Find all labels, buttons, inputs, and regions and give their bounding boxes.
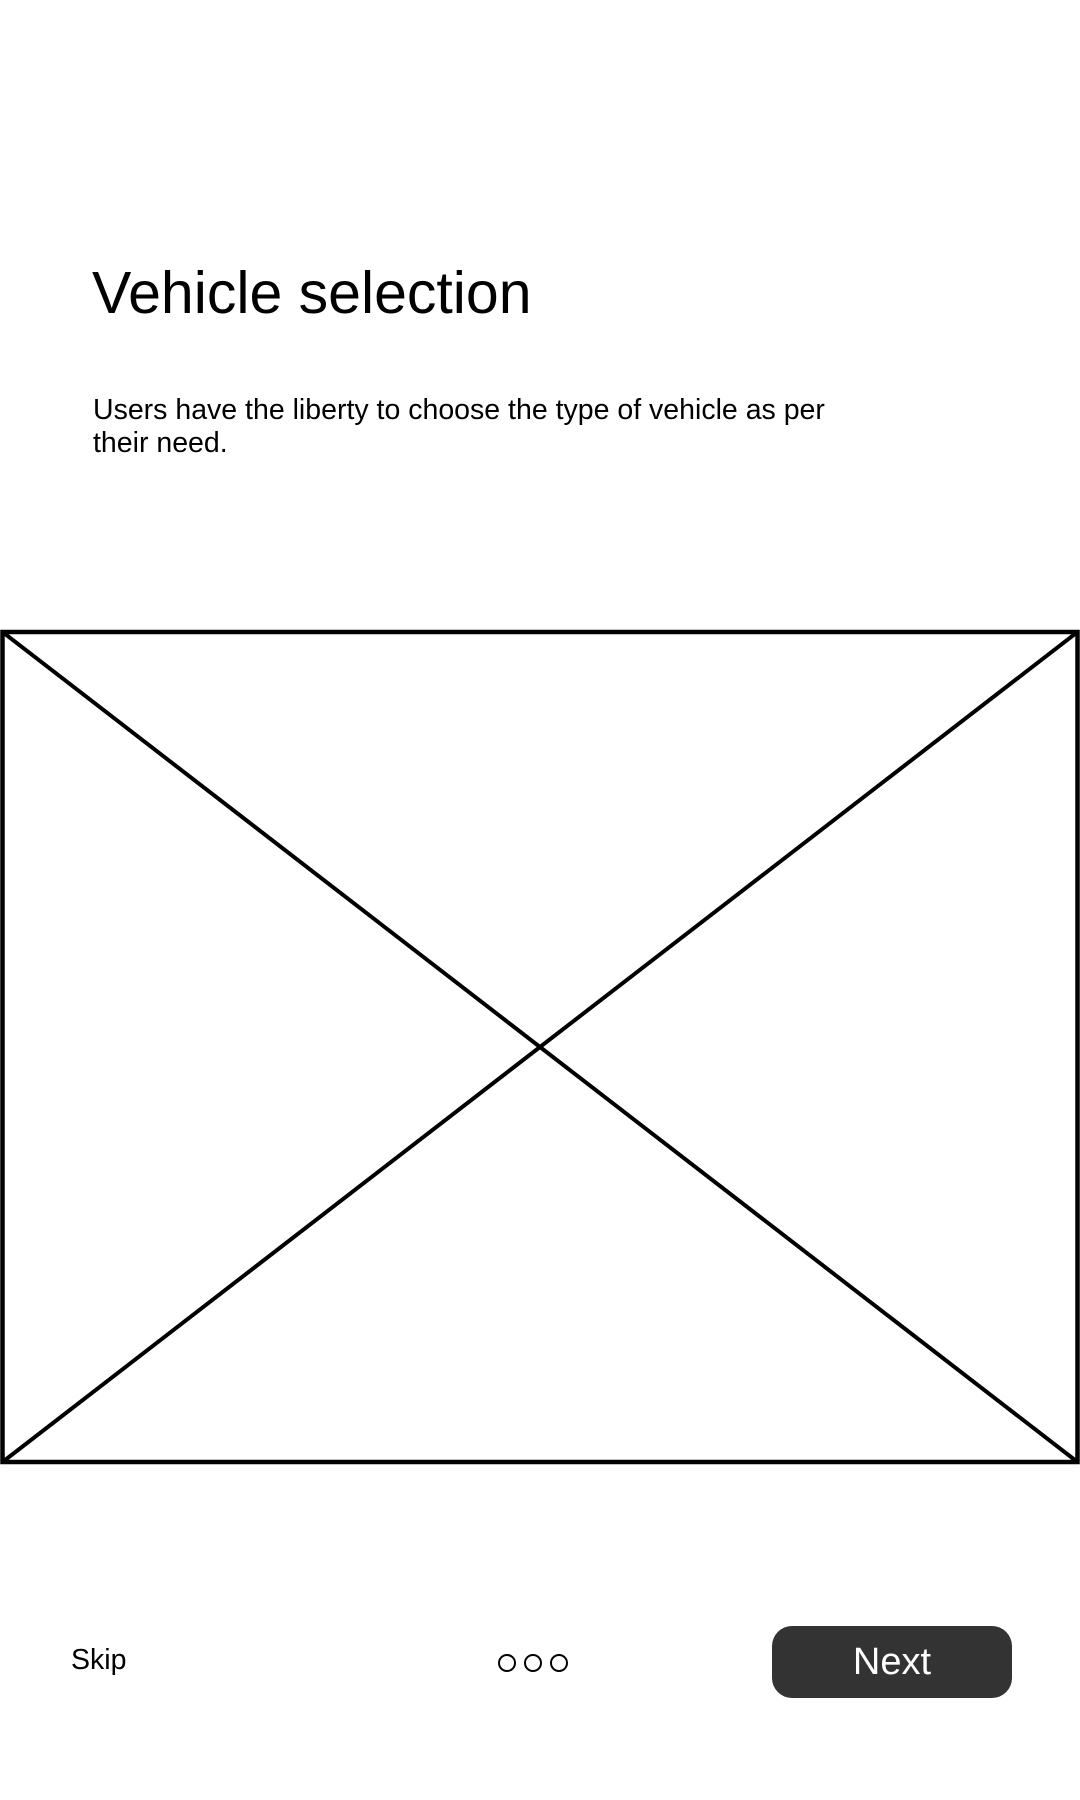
page-dot-icon[interactable] bbox=[550, 1654, 568, 1672]
page-title: Vehicle selection bbox=[92, 260, 532, 326]
next-button[interactable]: Next bbox=[772, 1626, 1012, 1698]
page-description: Users have the liberty to choose the typ… bbox=[93, 394, 825, 459]
page-indicator bbox=[498, 1651, 568, 1675]
image-placeholder-icon bbox=[0, 629, 1080, 1465]
page-dot-icon[interactable] bbox=[524, 1654, 542, 1672]
image-placeholder bbox=[0, 628, 1080, 1466]
skip-button[interactable]: Skip bbox=[71, 1644, 127, 1676]
page-dot-icon[interactable] bbox=[498, 1654, 516, 1672]
